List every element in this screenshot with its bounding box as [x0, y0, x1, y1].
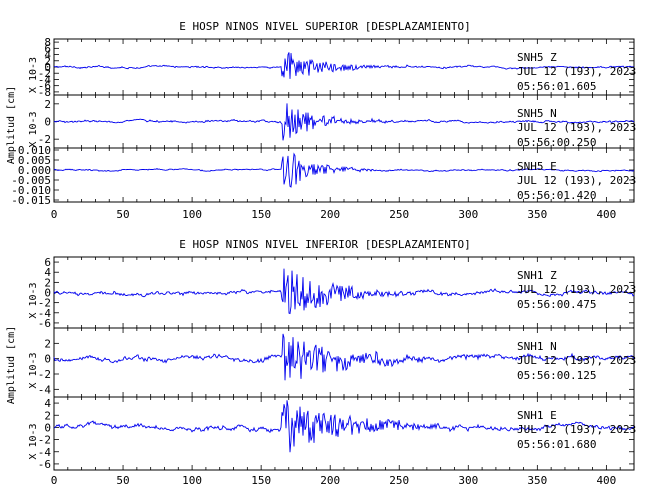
time-label: 05:56:01.680: [517, 438, 596, 451]
y-scale-label: X 10-3: [28, 282, 39, 318]
y-tick-label: -4: [38, 383, 52, 396]
date-label: JUL 12 (193), 2023: [517, 423, 636, 436]
x-tick-label: 250: [389, 474, 409, 487]
y-scale-label: X 10-3: [28, 352, 39, 388]
x-tick-label: 200: [320, 208, 340, 221]
station-label: SNH5 E: [517, 160, 557, 173]
y-tick-label: -2: [38, 133, 51, 146]
x-tick-label: 400: [596, 474, 616, 487]
trace-line: [53, 333, 635, 381]
y-tick-label: -4: [38, 307, 52, 320]
station-label: SNH1 E: [517, 409, 557, 422]
trace-line: [53, 52, 635, 79]
y-scale-label: X 10-3: [28, 111, 39, 147]
y-tick-label: -0.015: [11, 194, 51, 207]
y-tick-label: -0.010: [11, 184, 51, 197]
date-label: JUL 12 (193), 2023: [517, 121, 636, 134]
chart-title: E HOSP NINOS NIVEL INFERIOR [DESPLAZAMIE…: [179, 238, 470, 251]
y-tick-label: -6: [38, 80, 51, 93]
chart-title: E HOSP NINOS NIVEL SUPERIOR [DESPLAZAMIE…: [179, 20, 470, 33]
x-tick-label: 100: [182, 208, 202, 221]
y-tick-label: 0.000: [18, 164, 51, 177]
y-tick-label: -6: [38, 458, 51, 471]
y-axis-label: Amplitud [cm]: [6, 86, 17, 164]
date-label: JUL 12 (193), 2023: [517, 65, 636, 78]
y-tick-label: 0.010: [18, 144, 51, 157]
trace-line: [53, 152, 635, 188]
y-tick-label: -2: [38, 297, 51, 310]
time-label: 05:56:00.475: [517, 298, 596, 311]
y-tick-label: 8: [44, 36, 51, 49]
y-tick-label: 0.005: [18, 154, 51, 167]
y-scale-label: X 10-3: [28, 423, 39, 459]
y-tick-label: 6: [44, 42, 51, 55]
y-tick-label: 4: [44, 49, 51, 62]
x-tick-label: 300: [458, 474, 478, 487]
y-tick-label: -2: [38, 67, 51, 80]
y-tick-label: -4: [38, 446, 52, 459]
y-tick-label: 0: [44, 353, 51, 366]
x-tick-label: 400: [596, 208, 616, 221]
x-tick-label: 0: [51, 474, 58, 487]
y-tick-label: 2: [44, 337, 51, 350]
y-tick-label: 4: [44, 266, 51, 279]
x-tick-label: 0: [51, 208, 58, 221]
x-tick-label: 100: [182, 474, 202, 487]
time-label: 05:56:00.125: [517, 369, 596, 382]
x-tick-label: 350: [527, 208, 547, 221]
x-tick-label: 50: [116, 208, 129, 221]
y-tick-label: 2: [44, 276, 51, 289]
y-tick-label: 2: [44, 409, 51, 422]
station-label: SNH1 N: [517, 340, 557, 353]
x-tick-label: 200: [320, 474, 340, 487]
y-tick-label: 0: [44, 61, 51, 74]
y-tick-label: -2: [38, 434, 51, 447]
y-tick-label: -4: [38, 73, 52, 86]
y-tick-label: 4: [44, 397, 51, 410]
y-tick-label: 6: [44, 256, 51, 269]
time-label: 05:56:01.605: [517, 80, 596, 93]
x-tick-label: 300: [458, 208, 478, 221]
trace-line: [53, 268, 635, 315]
time-label: 05:56:00.250: [517, 136, 596, 149]
y-tick-label: 0: [44, 116, 51, 129]
trace-line: [53, 103, 635, 141]
x-tick-label: 150: [251, 474, 271, 487]
y-axis-label: Amplitud [cm]: [6, 326, 17, 404]
station-label: SNH5 N: [517, 107, 557, 120]
date-label: JUL 12 (193), 2023: [517, 283, 636, 296]
y-tick-label: -0.005: [11, 174, 51, 187]
x-tick-label: 350: [527, 474, 547, 487]
x-tick-label: 250: [389, 208, 409, 221]
date-label: JUL 12 (193), 2023: [517, 174, 636, 187]
x-tick-label: 50: [116, 474, 129, 487]
x-tick-label: 150: [251, 208, 271, 221]
time-label: 05:56:01.420: [517, 189, 596, 202]
y-tick-label: -6: [38, 317, 51, 330]
y-tick-label: -8: [38, 86, 51, 99]
trace-line: [53, 400, 635, 453]
y-tick-label: 0: [44, 421, 51, 434]
y-tick-label: 2: [44, 55, 51, 68]
station-label: SNH1 Z: [517, 269, 557, 282]
station-label: SNH5 Z: [517, 51, 557, 64]
y-tick-label: 0: [44, 287, 51, 300]
date-label: JUL 12 (193), 2023: [517, 354, 636, 367]
y-tick-label: 2: [44, 98, 51, 111]
y-scale-label: X 10-3: [28, 57, 39, 93]
y-tick-label: -2: [38, 368, 51, 381]
